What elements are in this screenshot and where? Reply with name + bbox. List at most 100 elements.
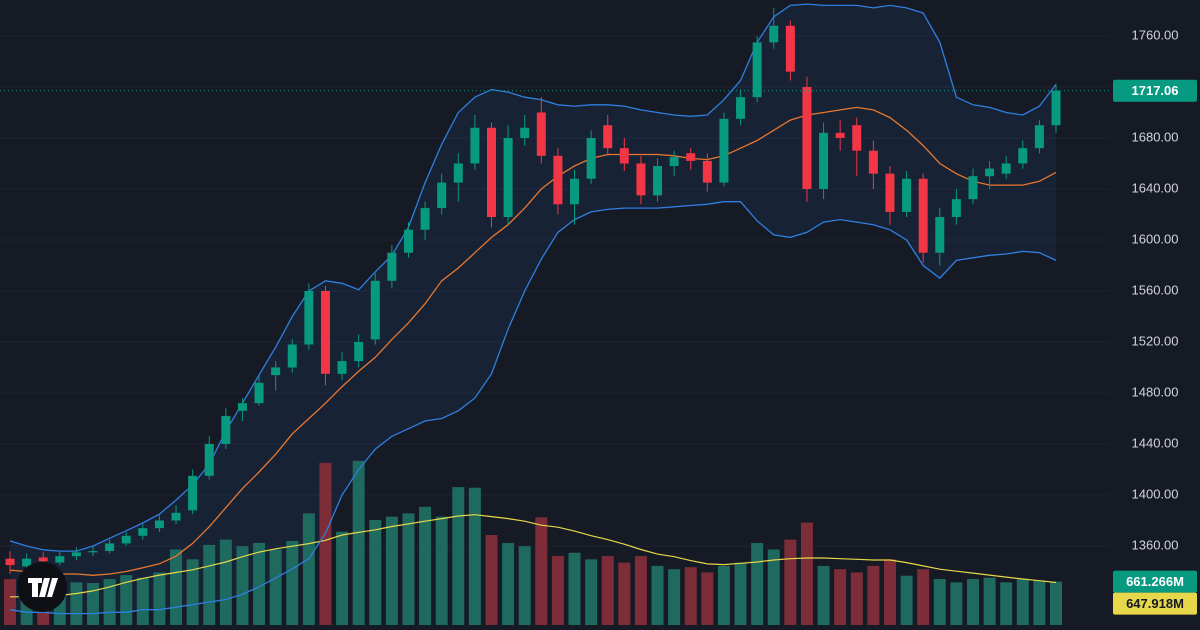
volume-ma-label-box xyxy=(1113,592,1197,615)
volume-bar xyxy=(900,575,913,625)
candle-body xyxy=(985,168,995,177)
volume-label: 661.266M xyxy=(1126,574,1184,589)
volume-bar xyxy=(385,516,398,625)
candle-body xyxy=(154,520,164,529)
candle-body xyxy=(719,118,729,183)
y-tick-label: 1680.00 xyxy=(1132,129,1179,144)
volume-bar xyxy=(87,582,100,625)
candle-body xyxy=(304,290,314,345)
candle-body xyxy=(1018,148,1028,164)
volume-bar xyxy=(668,569,681,625)
candle-body xyxy=(553,155,563,205)
volume-bar xyxy=(402,513,415,625)
volume-bar xyxy=(103,579,116,625)
candle-body xyxy=(951,199,961,218)
candle-body xyxy=(819,132,829,189)
y-tick-label: 1440.00 xyxy=(1132,435,1179,450)
candle-body xyxy=(38,557,48,562)
candle-body xyxy=(486,127,496,218)
volume-bar xyxy=(153,572,166,625)
volume-bar xyxy=(286,540,299,625)
volume-bar xyxy=(186,559,199,625)
candle-body xyxy=(686,153,696,161)
y-tick-label: 1560.00 xyxy=(1132,282,1179,297)
volume-bar xyxy=(452,487,465,625)
volume-bar xyxy=(651,565,664,625)
candle-body xyxy=(902,178,912,212)
volume-bar xyxy=(1016,579,1029,625)
y-tick-label: 1760.00 xyxy=(1132,27,1179,42)
candle-body xyxy=(520,127,530,138)
volume-bar xyxy=(336,531,349,625)
volume-bar xyxy=(751,542,764,625)
candle-body xyxy=(603,125,613,149)
volume-bar xyxy=(1050,581,1062,625)
candle-body xyxy=(669,157,679,167)
candle-body xyxy=(237,403,247,411)
candle-body xyxy=(403,229,413,253)
candle-body xyxy=(105,543,115,552)
y-tick-label: 1480.00 xyxy=(1132,384,1179,399)
volume-bar xyxy=(684,567,697,625)
volume-bar xyxy=(551,556,564,625)
candle-body xyxy=(171,512,181,521)
volume-bar xyxy=(170,549,183,625)
volume-bar xyxy=(717,565,730,625)
volume-bar xyxy=(219,539,232,625)
y-tick-label: 1520.00 xyxy=(1132,333,1179,348)
volume-bar xyxy=(419,506,432,625)
volume-bar xyxy=(834,569,847,625)
volume-bar xyxy=(302,513,315,625)
grid xyxy=(0,35,1110,547)
volume-bar xyxy=(435,516,448,625)
candle-body xyxy=(868,150,878,174)
volume-bar xyxy=(767,549,780,625)
volume-bar xyxy=(468,487,481,625)
volume-bar xyxy=(850,572,863,625)
volume-layer xyxy=(4,460,1062,625)
candle-body xyxy=(619,148,629,164)
volume-bar xyxy=(983,577,996,625)
band-fill xyxy=(10,4,1056,614)
price-label-box xyxy=(1113,79,1197,102)
y-tick-label: 1360.00 xyxy=(1132,537,1179,552)
volume-bar xyxy=(485,535,498,625)
volume-ma-line xyxy=(10,514,1057,598)
candle-body xyxy=(503,137,513,218)
volume-bar xyxy=(950,582,963,625)
volume-bar xyxy=(568,552,581,625)
candle-body xyxy=(885,173,895,212)
candle-body xyxy=(55,556,65,563)
candle-body xyxy=(636,163,646,196)
volume-bar xyxy=(966,579,979,625)
candle-body xyxy=(453,163,463,183)
volume-bar xyxy=(585,559,598,625)
logo xyxy=(17,562,67,612)
candle-body xyxy=(470,127,480,164)
y-tick-label: 1640.00 xyxy=(1132,180,1179,195)
volume-bar xyxy=(4,579,16,625)
volume-bar xyxy=(800,522,813,625)
candle-body xyxy=(437,182,447,209)
candle-body xyxy=(852,125,862,151)
candle-body xyxy=(769,25,779,43)
candle-body xyxy=(320,290,330,374)
candle-body xyxy=(204,443,214,476)
volume-bar xyxy=(369,519,382,625)
logo-mark xyxy=(28,578,58,597)
volume-bar xyxy=(701,572,714,625)
candle-body xyxy=(337,361,347,374)
candle-body xyxy=(935,217,945,253)
candle-body xyxy=(802,86,812,189)
volume-bar xyxy=(518,546,531,625)
candle-body xyxy=(1001,163,1011,174)
volume-bar xyxy=(883,559,896,625)
volume-bar xyxy=(601,556,614,625)
candle-body xyxy=(653,166,663,196)
candle-body xyxy=(287,344,297,368)
candle-body xyxy=(702,160,712,183)
candle-body xyxy=(138,528,148,536)
candle-body xyxy=(22,558,32,567)
candle-body xyxy=(586,137,596,179)
volume-bar xyxy=(867,565,880,625)
